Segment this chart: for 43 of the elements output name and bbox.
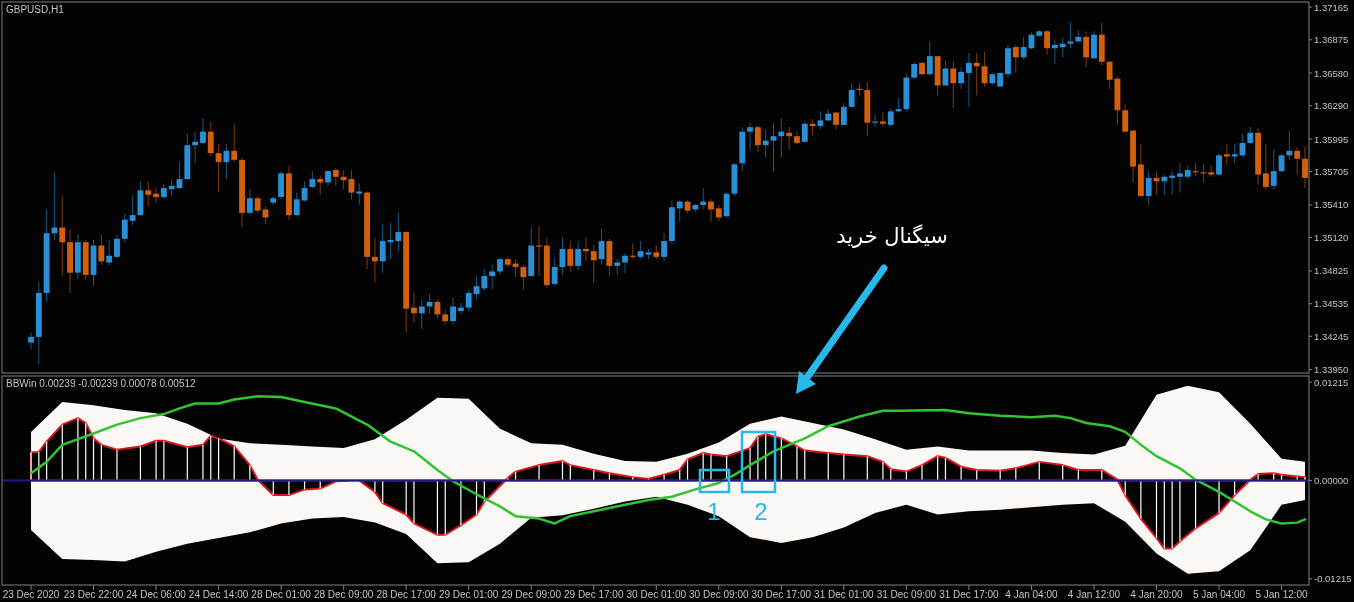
x-tick-label: 5 Jan 04:00 [1192, 589, 1246, 600]
x-tick-label: 31 Dec 01:00 [814, 589, 875, 600]
x-tick-label: 28 Dec 01:00 [251, 589, 312, 600]
x-tick-label: 30 Dec 09:00 [689, 589, 749, 600]
y-tick-label: 1.36290 [1314, 100, 1349, 112]
candlestick [153, 187, 159, 204]
y-tick-label: 1.36875 [1314, 34, 1349, 46]
chart-title: BBWin 0.00239 -0.00239 0.00078 0.00512 [6, 378, 197, 389]
y-tick-label: 1.34245 [1314, 330, 1349, 342]
x-tick-label: 28 Dec 09:00 [313, 589, 374, 600]
x-tick-label: 4 Jan 20:00 [1130, 589, 1184, 600]
x-tick-label: 29 Dec 01:00 [438, 589, 499, 600]
x-tick-label: 29 Dec 09:00 [501, 589, 562, 600]
annotation: سیگنال خرید [836, 224, 948, 248]
x-tick-label: 4 Jan 04:00 [1005, 589, 1059, 600]
x-tick-label: 31 Dec 09:00 [876, 589, 937, 600]
x-tick-label: 24 Dec 14:00 [188, 589, 249, 600]
chart-title: GBPUSD,H1 [6, 4, 65, 15]
x-tick-label: 28 Dec 17:00 [376, 589, 437, 600]
y-tick-label: 1.34825 [1314, 265, 1349, 277]
x-tick-label: 30 Dec 01:00 [626, 589, 687, 600]
y-tick-label: 1.35995 [1314, 133, 1349, 145]
y-tick-label: 0.00000 [1314, 475, 1349, 486]
y-tick-label: 1.37165 [1314, 1, 1349, 13]
candlestick [457, 302, 464, 315]
y-tick-label: 1.35705 [1314, 166, 1349, 178]
y-tick-label: 1.35410 [1314, 199, 1349, 211]
y-tick-label: 0.01215 [1314, 376, 1349, 388]
y-tick-label: -0.01215 [1314, 573, 1352, 585]
x-tick-label: 5 Jan 12:00 [1255, 589, 1309, 600]
candlestick [28, 331, 34, 350]
x-tick-label: 24 Dec 06:00 [126, 589, 187, 600]
y-tick-label: 1.34535 [1314, 298, 1349, 310]
x-tick-label: 29 Dec 17:00 [564, 589, 624, 600]
x-tick-label: 23 Dec 22:00 [63, 589, 124, 600]
candlestick [880, 112, 886, 127]
x-tick-label: 23 Dec 2020 [2, 589, 60, 600]
y-tick-label: 1.36580 [1314, 67, 1349, 79]
x-tick-label: 31 Dec 17:00 [939, 589, 1000, 600]
x-tick-label: 4 Jan 12:00 [1067, 589, 1121, 600]
y-tick-label: 1.33950 [1314, 364, 1349, 376]
y-tick-label: 1.35120 [1314, 232, 1349, 244]
x-tick-label: 30 Dec 17:00 [751, 589, 812, 600]
